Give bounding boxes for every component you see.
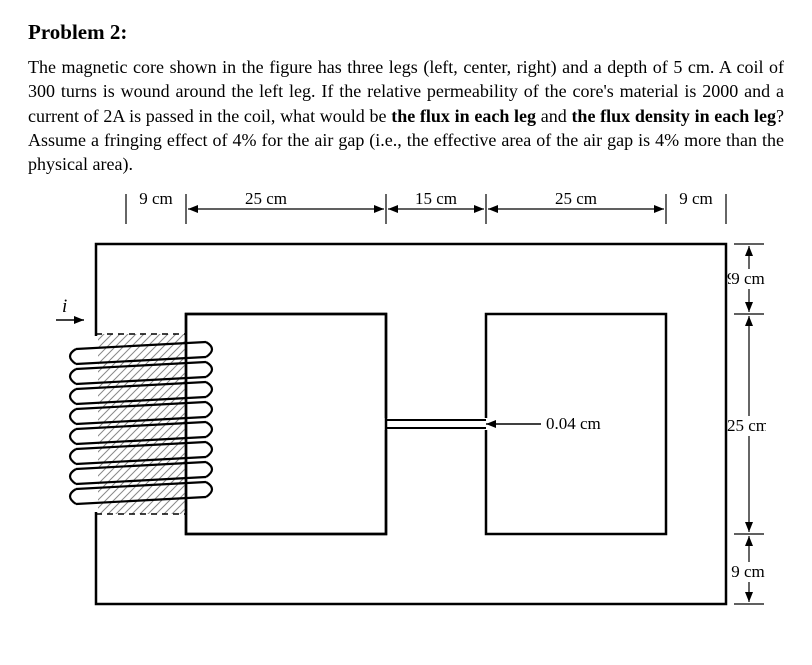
top-dimensions: 9 cm 25 cm 15 cm 25 cm 9 cm — [126, 189, 726, 224]
dim-right-1-label: 9 cm — [731, 269, 765, 288]
text-part-2: and — [536, 106, 571, 126]
magnetic-core-diagram: 9 cm 25 cm 15 cm 25 cm 9 cm — [46, 184, 766, 614]
dim-top-5: 9 cm — [679, 189, 713, 208]
dim-right-3-label: 9 cm — [731, 562, 765, 581]
i-label-text: i — [62, 296, 67, 317]
page: Problem 2: The magnetic core shown in th… — [0, 0, 812, 634]
problem-title: Problem 2: — [28, 20, 784, 45]
dim-top-3: 15 cm — [415, 189, 457, 208]
text-bold-2: the flux density in each leg — [571, 106, 776, 126]
figure-container: 9 cm 25 cm 15 cm 25 cm 9 cm — [28, 184, 784, 614]
text-bold-1: the flux in each leg — [391, 106, 536, 126]
window-left — [186, 314, 386, 534]
dim-top-2: 25 cm — [245, 189, 287, 208]
right-dim-labels: 9 cm 25 cm 9 cm — [726, 269, 766, 582]
current-label: i — [56, 296, 84, 324]
gap-label-text: 0.04 cm — [546, 414, 601, 433]
dim-top-1: 9 cm — [139, 189, 173, 208]
dim-right-2-label: 25 cm — [727, 416, 766, 435]
problem-text: The magnetic core shown in the figure ha… — [28, 55, 784, 176]
dim-top-4: 25 cm — [555, 189, 597, 208]
